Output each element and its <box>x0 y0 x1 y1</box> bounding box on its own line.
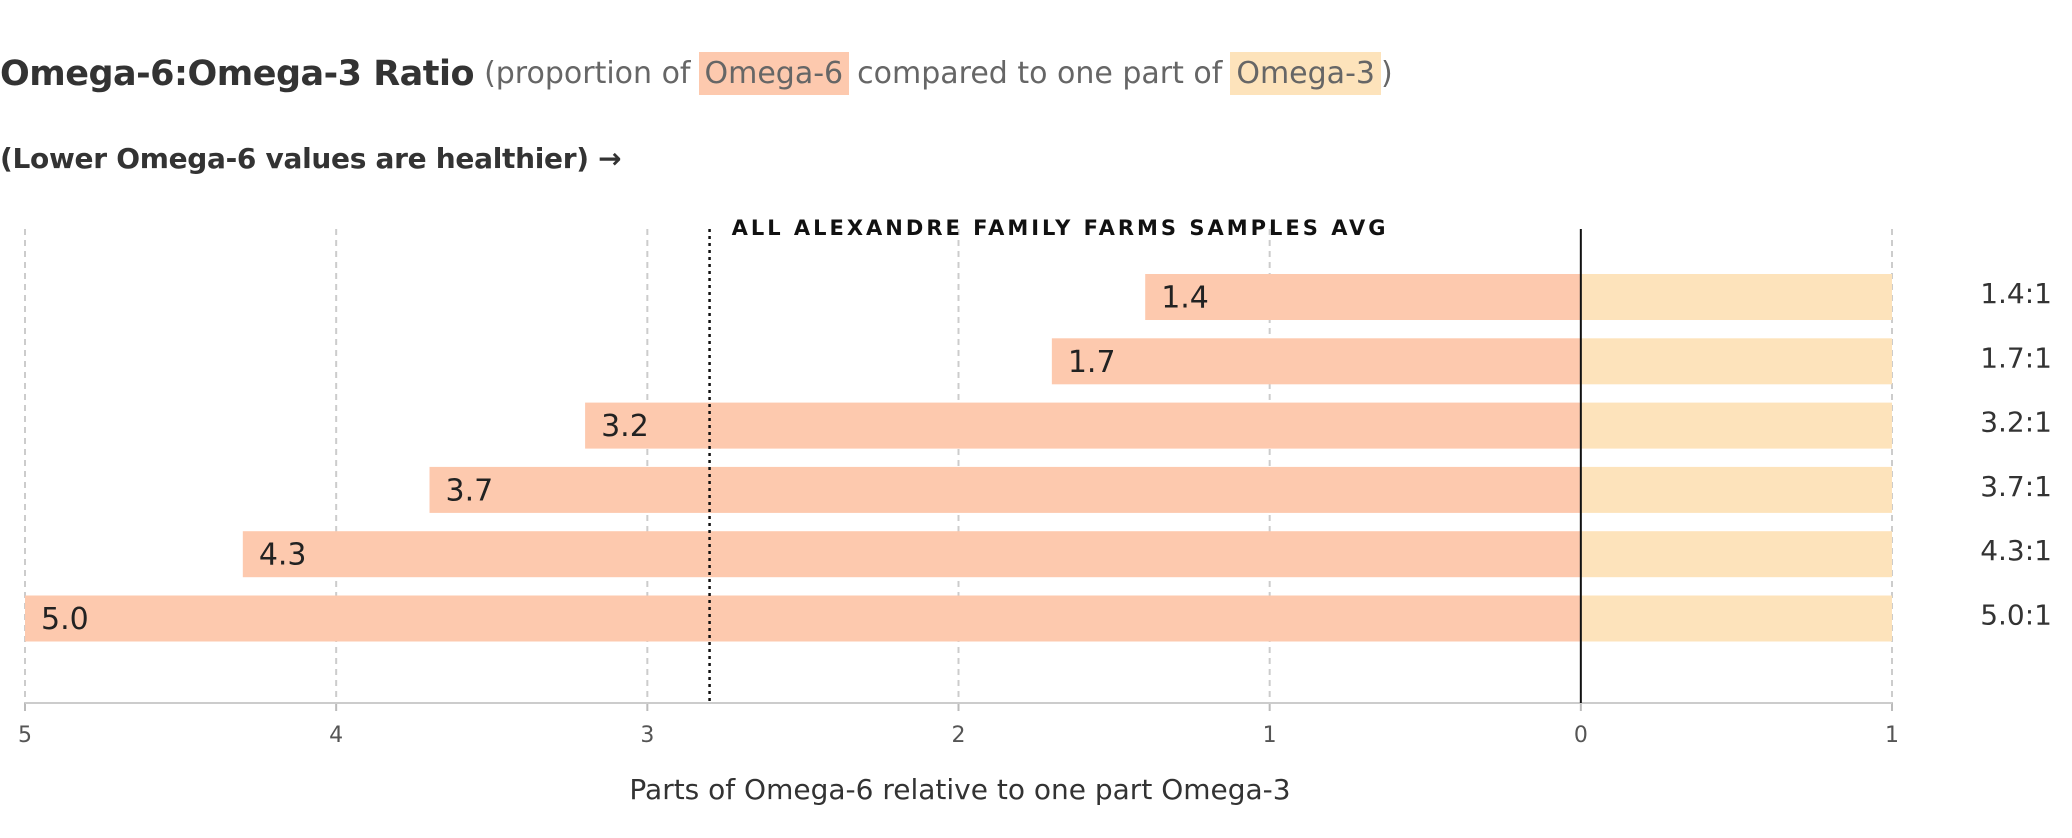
x-axis-title: Parts of Omega-6 relative to one part Om… <box>629 773 1290 806</box>
category-label: 3.2:1 <box>1980 406 2052 439</box>
bar <box>1580 274 1892 320</box>
x-tick-label: 0 <box>1574 723 1588 748</box>
chart-title: Omega-6:Omega-3 Ratio <box>0 53 475 94</box>
bar <box>429 466 1581 513</box>
legend-entry: Omega-6 <box>698 52 850 95</box>
bar-label: 5.0 <box>41 602 89 637</box>
bar <box>25 595 1581 642</box>
bar-label: 3.2 <box>601 409 649 444</box>
header: Omega-6:Omega-3 Ratio (proportion of Ome… <box>0 52 1393 95</box>
reference-label: ALL ALEXANDRE FAMILY FARMS SAMPLES AVG <box>732 216 1389 240</box>
subtitle: ) <box>1380 56 1393 91</box>
bar <box>585 402 1581 449</box>
bar <box>1051 338 1581 385</box>
bar <box>1145 274 1581 320</box>
category-label: 1.4:1 <box>1980 277 2052 310</box>
category-label: 4.3:1 <box>1980 534 2052 567</box>
subtitle: compared to one part of <box>857 56 1223 91</box>
x-tick-label: 2 <box>952 723 966 748</box>
category-label: 5.0:1 <box>1980 599 2052 632</box>
bar-label: 1.4 <box>1161 281 1209 316</box>
x-tick-label: 4 <box>329 723 343 748</box>
note: (Lower Omega-6 values are healthier) → <box>0 142 622 175</box>
subtitle: (proportion of <box>484 56 691 91</box>
bar <box>1580 531 1892 578</box>
x-tick-label: 1 <box>1263 723 1277 748</box>
legend-entry: Omega-3 <box>1230 52 1381 95</box>
bar <box>1580 338 1892 385</box>
bar <box>242 531 1581 578</box>
x-tick-label: 3 <box>640 723 654 748</box>
bar <box>1580 402 1892 449</box>
bar <box>1580 466 1892 513</box>
bar-label: 1.7 <box>1068 345 1116 380</box>
bar-label: 4.3 <box>259 538 307 573</box>
category-label: 1.7:1 <box>1980 341 2052 374</box>
x-tick-label: 1 <box>1885 723 1899 748</box>
bar-label: 3.7 <box>446 473 494 508</box>
x-tick-label: 5 <box>18 723 32 748</box>
bar <box>1580 595 1892 642</box>
category-label: 3.7:1 <box>1980 470 2052 503</box>
